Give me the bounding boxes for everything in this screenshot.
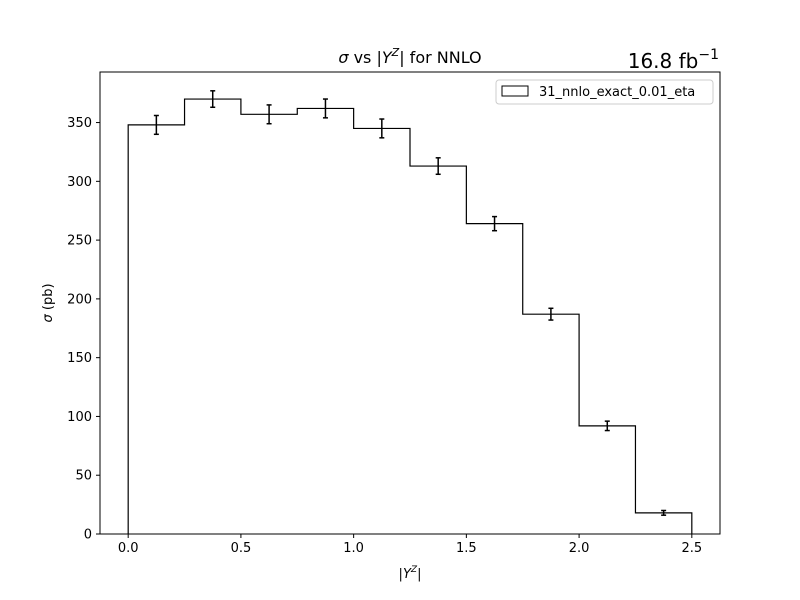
error-bar — [379, 118, 385, 139]
error-bar — [492, 215, 498, 232]
x-axis-label: |YZ| — [399, 565, 422, 582]
x-tick-label: 0.5 — [231, 541, 252, 556]
error-bar — [604, 420, 610, 432]
error-bar — [322, 98, 328, 119]
x-tick-label: 2.0 — [569, 541, 590, 556]
y-tick-label: 100 — [67, 410, 92, 425]
y-tick-label: 0 — [84, 528, 92, 543]
y-tick-label: 350 — [67, 116, 92, 131]
y-axis-label: σ (pb) — [41, 283, 56, 322]
legend-box — [495, 79, 714, 105]
y-tick-label: 150 — [67, 351, 92, 366]
error-bar — [153, 114, 159, 136]
error-bar-layer — [153, 90, 667, 516]
chart-title: σ vs |YZ| for NNLO — [338, 46, 481, 67]
error-bar — [548, 307, 554, 321]
x-tick-label: 1.5 — [456, 541, 477, 556]
luminosity-label: 16.8 fb−1 — [628, 47, 719, 73]
legend-swatch — [501, 85, 529, 97]
y-tick-label: 200 — [67, 292, 92, 307]
y-tick-label: 50 — [75, 469, 92, 484]
plot-area-frame — [99, 71, 721, 535]
legend: 31_nnlo_exact_0.01_eta — [495, 79, 714, 105]
error-bar — [435, 157, 441, 176]
histogram-step-line — [127, 98, 693, 534]
error-bar — [661, 509, 667, 516]
error-bar — [266, 104, 272, 125]
x-tick-label: 1.0 — [343, 541, 364, 556]
error-bar — [210, 90, 216, 109]
legend-label: 31_nnlo_exact_0.01_eta — [539, 85, 695, 100]
y-tick-label: 250 — [67, 234, 92, 249]
histogram-layer — [127, 98, 693, 534]
y-tick-label: 300 — [67, 175, 92, 190]
x-tick-label: 0.0 — [118, 541, 139, 556]
tick-layer: 0.0 0.5 1.0 1.5 2.0 2.5 0 50 100 150 200 250 300 350 — [67, 116, 702, 556]
x-tick-label: 2.5 — [681, 541, 702, 556]
